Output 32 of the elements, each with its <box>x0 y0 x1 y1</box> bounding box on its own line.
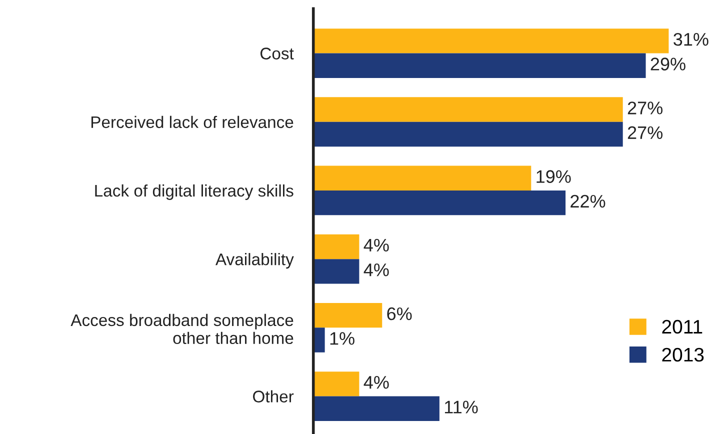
data-label: 4% <box>364 264 389 276</box>
y-tick-label: Access broadband someplace other than home <box>70 314 294 344</box>
y-tick-label: Lack of digital literacy skills <box>95 184 294 200</box>
y-tick-label: Availability <box>215 253 294 269</box>
data-label: 27% <box>628 126 663 139</box>
data-label: 6% <box>387 307 412 320</box>
bar <box>313 28 669 54</box>
data-label: 27% <box>628 102 663 114</box>
legend-label: 2011 <box>662 320 702 334</box>
data-label: 11% <box>444 400 478 414</box>
bar <box>313 53 646 78</box>
bar <box>313 328 325 352</box>
bar <box>313 259 360 284</box>
legend-label: 2013 <box>662 348 704 362</box>
y-tick-label: Cost <box>260 48 294 60</box>
bar <box>313 190 566 216</box>
data-label: 29% <box>650 58 686 70</box>
bar <box>313 396 440 421</box>
bar <box>313 372 360 396</box>
bar <box>313 234 360 260</box>
bar <box>313 97 623 122</box>
data-label: 1% <box>330 332 354 345</box>
data-label: 4% <box>364 238 389 252</box>
bar <box>313 166 532 190</box>
bar <box>313 122 623 147</box>
data-label: 31% <box>674 32 708 46</box>
y-tick-label: Other <box>253 390 294 402</box>
data-label: 4% <box>364 376 389 389</box>
data-label: 22% <box>570 194 606 208</box>
data-label: 19% <box>536 170 571 183</box>
bar <box>313 302 382 328</box>
y-tick-label: Perceived lack of relevance <box>91 116 294 128</box>
